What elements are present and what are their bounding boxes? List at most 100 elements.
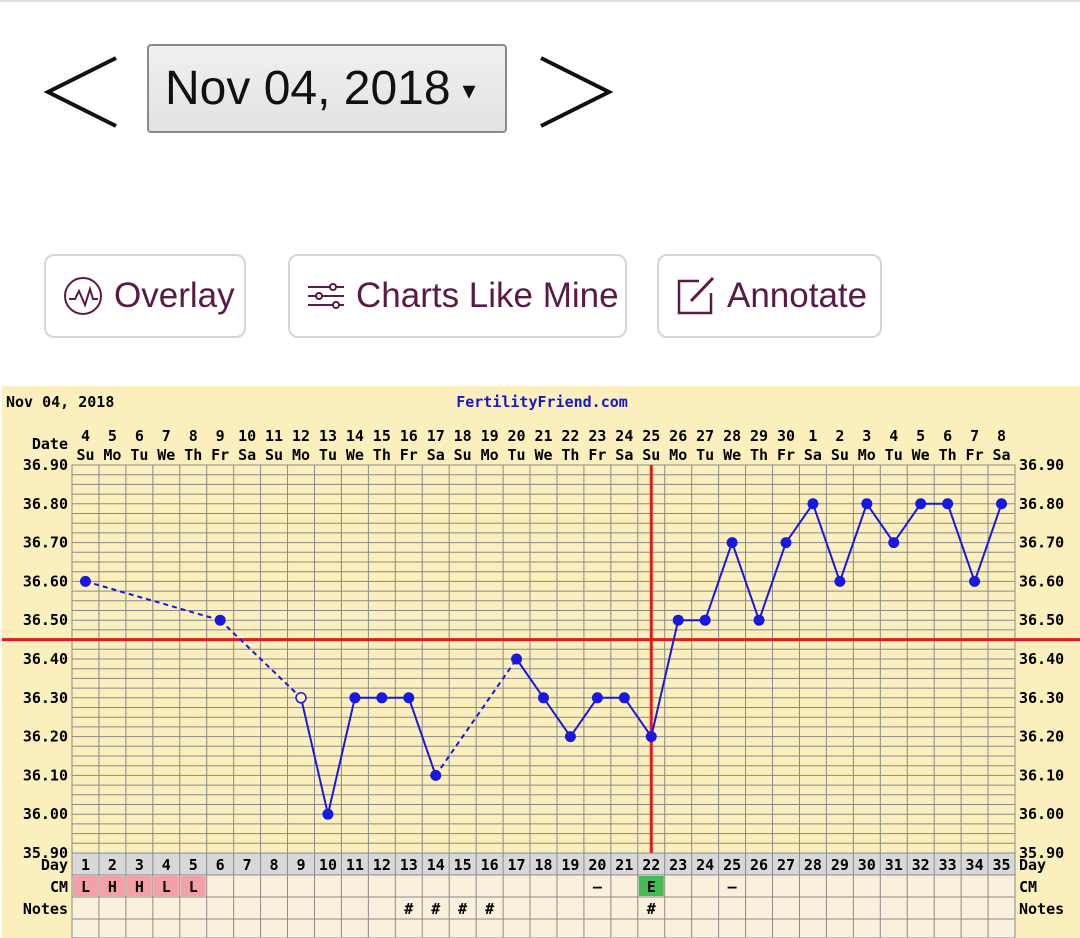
temp-point bbox=[915, 498, 927, 510]
note-mark: # bbox=[485, 900, 494, 918]
weekday-label: Mo bbox=[103, 446, 121, 464]
day-label: 30 bbox=[858, 856, 876, 874]
day-label: 33 bbox=[939, 856, 957, 874]
chart-wave-icon bbox=[64, 277, 102, 315]
date-label: 2 bbox=[835, 427, 844, 445]
y-tick-label-left: 35.90 bbox=[23, 844, 68, 862]
temp-point bbox=[618, 692, 630, 704]
overlay-label: Overlay bbox=[114, 276, 235, 315]
date-label: 8 bbox=[997, 427, 1006, 445]
annotate-label: Annotate bbox=[727, 276, 868, 315]
day-label: 3 bbox=[135, 856, 144, 874]
temp-point bbox=[726, 537, 738, 549]
weekday-label: Mo bbox=[669, 446, 687, 464]
weekday-label: Su bbox=[454, 446, 472, 464]
temp-line bbox=[704, 542, 734, 621]
cm-cell bbox=[126, 876, 152, 896]
temp-line-dashed bbox=[219, 619, 302, 699]
temp-point bbox=[322, 808, 334, 820]
day-label: 31 bbox=[885, 856, 903, 874]
day-label: 14 bbox=[427, 856, 445, 874]
day-label: 34 bbox=[966, 856, 984, 874]
temp-point bbox=[969, 575, 981, 587]
temp-line bbox=[811, 503, 841, 582]
day-label: 4 bbox=[162, 856, 171, 874]
temp-line bbox=[515, 658, 545, 699]
temp-line bbox=[838, 503, 868, 582]
date-label: 19 bbox=[481, 427, 499, 445]
charts-like-mine-button[interactable]: Charts Like Mine bbox=[288, 254, 627, 338]
overlay-button[interactable]: Overlay bbox=[44, 254, 246, 338]
weekday-label: Fr bbox=[211, 446, 229, 464]
day-label: 26 bbox=[750, 856, 768, 874]
day-row-label: Day bbox=[41, 856, 68, 874]
cm-mark: H bbox=[135, 878, 144, 896]
weekday-label: Th bbox=[184, 446, 202, 464]
note-mark: # bbox=[647, 900, 656, 918]
cm-mark: – bbox=[728, 878, 738, 896]
weekday-label: Tu bbox=[319, 446, 337, 464]
day-label: 17 bbox=[508, 856, 526, 874]
day-label: 25 bbox=[723, 856, 741, 874]
next-date-button[interactable] bbox=[535, 52, 615, 132]
temp-point bbox=[807, 498, 819, 510]
temp-line bbox=[946, 503, 976, 582]
day-label: 29 bbox=[831, 856, 849, 874]
cm-cell bbox=[153, 876, 179, 896]
chevron-left-icon bbox=[43, 56, 117, 128]
date-label: 4 bbox=[81, 427, 90, 445]
temp-line bbox=[326, 697, 356, 815]
date-select[interactable]: Nov 04, 2018 ▾ bbox=[147, 44, 507, 133]
cm-cell bbox=[73, 876, 98, 896]
y-tick-label-right: 36.40 bbox=[1019, 650, 1064, 668]
date-label: 8 bbox=[189, 427, 198, 445]
day-label: 12 bbox=[373, 856, 391, 874]
weekday-label: Fr bbox=[588, 446, 606, 464]
y-tick-label-left: 36.00 bbox=[23, 805, 68, 823]
date-label: 5 bbox=[108, 427, 117, 445]
charts-like-mine-label: Charts Like Mine bbox=[356, 276, 619, 315]
date-label: 22 bbox=[561, 427, 579, 445]
temp-line bbox=[623, 697, 653, 738]
weekday-label: Sa bbox=[804, 446, 822, 464]
day-label: 7 bbox=[243, 856, 252, 874]
weekday-label: Tu bbox=[696, 446, 714, 464]
y-tick-label-right: 36.70 bbox=[1019, 534, 1064, 552]
temp-line bbox=[865, 503, 895, 544]
date-label: 11 bbox=[265, 427, 283, 445]
y-tick-label-left: 36.50 bbox=[23, 611, 68, 629]
y-tick-label-right: 35.90 bbox=[1019, 844, 1064, 862]
weekday-label: We bbox=[157, 446, 175, 464]
temp-line bbox=[542, 697, 572, 738]
day-label: 27 bbox=[777, 856, 795, 874]
bbt-chart-svg: Nov 04, 2018 FertilityFriend.com Date 4S… bbox=[2, 386, 1080, 938]
date-label: 20 bbox=[508, 427, 526, 445]
date-label: 18 bbox=[454, 427, 472, 445]
temp-point bbox=[645, 731, 657, 743]
weekday-label: Fr bbox=[777, 446, 795, 464]
chart-site-name[interactable]: FertilityFriend.com bbox=[456, 393, 628, 411]
day-label: 16 bbox=[481, 856, 499, 874]
y-tick-label-right: 36.60 bbox=[1019, 572, 1064, 590]
date-label: 7 bbox=[162, 427, 171, 445]
day-label: 35 bbox=[992, 856, 1010, 874]
date-label: 3 bbox=[862, 427, 871, 445]
temp-point bbox=[79, 575, 91, 587]
annotate-button[interactable]: Annotate bbox=[657, 254, 882, 338]
weekday-label: Th bbox=[750, 446, 768, 464]
day-label: 8 bbox=[270, 856, 279, 874]
prev-date-button[interactable] bbox=[42, 52, 122, 132]
y-tick-label-left: 36.60 bbox=[23, 572, 68, 590]
y-tick-label-left: 36.20 bbox=[23, 728, 68, 746]
temp-point bbox=[349, 692, 361, 704]
date-label: 28 bbox=[723, 427, 741, 445]
edit-note-icon bbox=[677, 276, 715, 315]
temp-point bbox=[672, 614, 684, 626]
temp-line bbox=[407, 697, 437, 776]
temp-point bbox=[753, 614, 765, 626]
day-label: 22 bbox=[642, 856, 660, 874]
day-label: 32 bbox=[912, 856, 930, 874]
day-label: 9 bbox=[296, 856, 305, 874]
weekday-label: Tu bbox=[508, 446, 526, 464]
